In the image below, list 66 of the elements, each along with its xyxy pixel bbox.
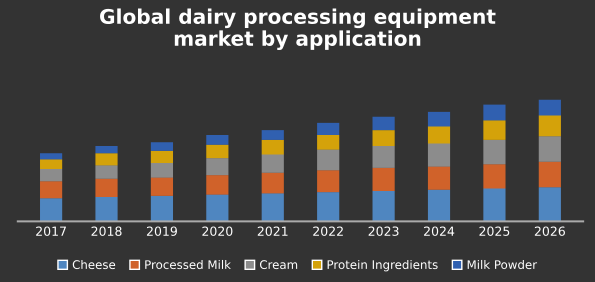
- bar: [538, 136, 561, 162]
- bar: [372, 116, 395, 130]
- x-tick-label: 2024: [424, 226, 454, 236]
- bar: [206, 194, 228, 222]
- bar: [372, 130, 395, 146]
- legend-label: Processed Milk: [145, 260, 231, 270]
- bar: [40, 181, 62, 198]
- x-tick-label: 2021: [258, 226, 288, 236]
- bar: [428, 112, 450, 126]
- bar: [262, 193, 284, 222]
- bar: [317, 192, 340, 222]
- legend-label: Cream: [260, 260, 298, 270]
- bar: [95, 146, 118, 154]
- x-tick-label: 2023: [368, 226, 399, 236]
- bar: [538, 116, 561, 136]
- bar: [317, 122, 340, 135]
- bar: [150, 178, 174, 196]
- bar: [317, 150, 340, 170]
- bar: [483, 140, 506, 164]
- bar: [538, 100, 561, 116]
- bar: [483, 104, 506, 120]
- bar: [95, 153, 118, 166]
- bar: [262, 172, 284, 194]
- x-tick-label: 2025: [479, 226, 510, 236]
- bar: [40, 198, 62, 222]
- x-tick-label: 2020: [202, 226, 232, 236]
- bar: [206, 175, 228, 195]
- bar: [262, 154, 284, 173]
- bar: [483, 164, 506, 189]
- bar: [317, 170, 340, 192]
- x-tick-label: 2026: [534, 226, 565, 236]
- bar: [150, 142, 174, 151]
- x-tick-label: 2019: [146, 226, 177, 236]
- bar: [206, 158, 228, 176]
- bar: [317, 135, 340, 150]
- bar: [206, 135, 228, 145]
- x-tick-label: 2017: [36, 226, 66, 236]
- bar: [40, 169, 62, 182]
- bar: [483, 188, 506, 222]
- legend-label: Cheese: [72, 260, 116, 270]
- bar: [372, 146, 395, 168]
- bar: [372, 190, 395, 222]
- bar: [150, 196, 174, 222]
- bar: [262, 140, 284, 154]
- bar: [483, 120, 506, 140]
- bar: [428, 144, 450, 167]
- bar: [372, 168, 395, 191]
- bar: [428, 126, 450, 144]
- bar: [538, 187, 561, 222]
- bar: [150, 162, 174, 178]
- chart-title: Global dairy processing equipment market by application: [100, 8, 496, 50]
- bar: [95, 197, 118, 222]
- x-tick-label: 2018: [92, 226, 122, 236]
- bar: [40, 153, 62, 160]
- bar: [95, 165, 118, 179]
- bar: [538, 162, 561, 188]
- bar: [428, 166, 450, 190]
- bar: [428, 190, 450, 222]
- bar: [150, 150, 174, 163]
- x-tick-label: 2022: [313, 226, 343, 236]
- bar: [40, 159, 62, 170]
- bar: [262, 130, 284, 140]
- bar: [206, 144, 228, 158]
- legend-label: Protein Ingredients: [328, 260, 438, 272]
- legend-label: Milk Powder: [468, 260, 538, 270]
- bar: [95, 178, 118, 198]
